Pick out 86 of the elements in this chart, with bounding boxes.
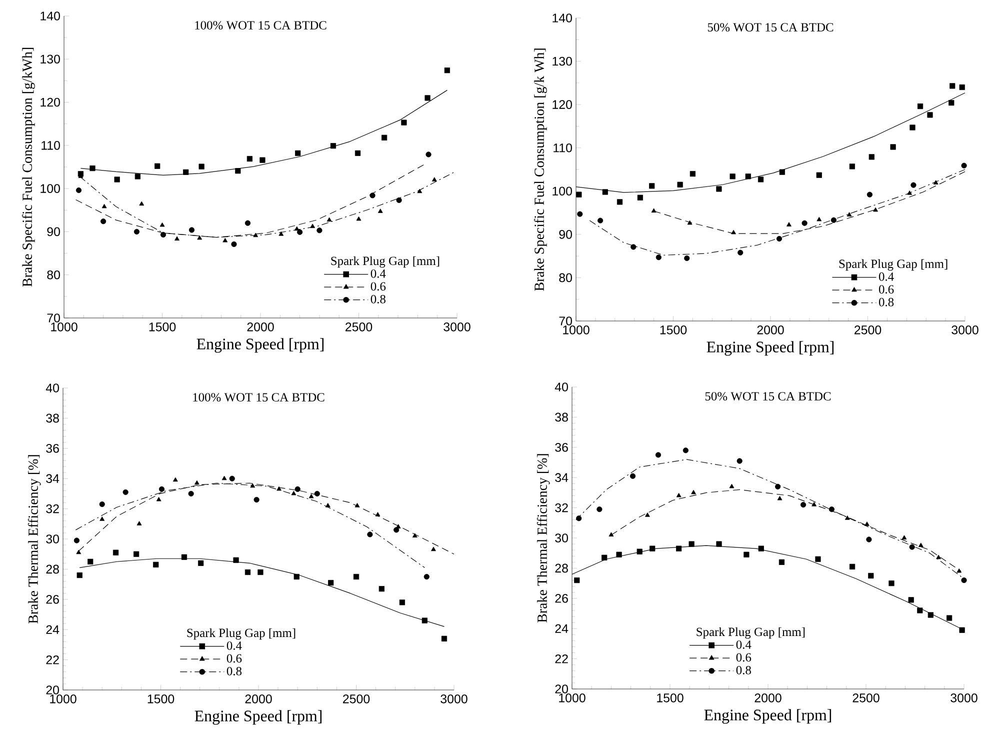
x-axis-title: Engine Speed [rpm] [194, 710, 322, 725]
x-tick-label: 1000 [51, 322, 78, 332]
legend-label: 0.4 [226, 641, 242, 650]
y-tick-label: 22 [46, 655, 59, 664]
legend-label: 0.8 [878, 298, 894, 306]
y-tick-label: 34 [46, 474, 60, 483]
chart-title: 100% WOT 15 CA BTDC [193, 393, 324, 402]
y-tick-label: 32 [46, 504, 59, 514]
x-tick-label: 1500 [660, 326, 687, 334]
y-tick-label: 38 [555, 412, 568, 422]
legend-label: 0.4 [736, 640, 752, 649]
y-tick-label: 36 [46, 444, 59, 453]
y-tick-label: 80 [559, 273, 572, 282]
legend-title: Spark Plug Gap [mm] [839, 259, 948, 271]
y-tick-label: 120 [552, 100, 572, 109]
y-tick-label: 40 [554, 382, 568, 392]
y-tick-label: 100 [552, 186, 572, 196]
legend-title: Spark Plug Gap [mm] [696, 627, 805, 639]
x-tick-label: 3000 [444, 322, 470, 332]
legend-label: 0.6 [226, 654, 242, 663]
x-tick-label: 2000 [245, 694, 272, 704]
chart-title: 100% WOT 15 CA BTDC [195, 21, 326, 30]
y-tick-label: 70 [47, 314, 60, 322]
y-tick-label: 140 [40, 12, 60, 20]
x-tick-label: 2000 [757, 326, 784, 334]
legend-label: 0.6 [878, 285, 894, 294]
legend-label: 0.4 [370, 269, 386, 278]
y-tick-label: 70 [559, 316, 572, 326]
y-tick-label: 110 [42, 141, 60, 150]
y-tick-label: 24 [555, 624, 568, 633]
y-tick-label: 40 [46, 384, 59, 392]
legend-title: Spark Plug Gap [mm] [187, 628, 296, 640]
y-tick-label: 80 [47, 270, 60, 280]
x-axis-title: Engine Speed [rpm] [706, 341, 834, 356]
y-tick-label: 140 [552, 14, 572, 22]
y-axis-title: Brake Thermal Efficiency [%] [28, 455, 41, 624]
y-tick-label: 26 [46, 594, 59, 604]
y-tick-label: 110 [554, 143, 572, 152]
y-tick-label: 28 [555, 564, 568, 573]
y-tick-label: 38 [46, 414, 59, 423]
y-tick-label: 36 [555, 442, 568, 452]
x-axis-title: Engine Speed [rpm] [196, 338, 324, 353]
y-tick-label: 20 [46, 686, 59, 694]
x-tick-label: 2000 [754, 694, 782, 702]
x-tick-label: 2500 [343, 694, 370, 704]
legend-label: 0.8 [226, 666, 242, 676]
x-tick-label: 1500 [148, 694, 174, 704]
y-tick-label: 24 [46, 625, 60, 634]
y-tick-label: 28 [46, 564, 59, 574]
y-tick-label: 130 [40, 54, 60, 64]
y-tick-label: 34 [555, 473, 568, 482]
legend-label: 0.8 [736, 666, 751, 674]
x-tick-label: 2500 [854, 326, 882, 334]
x-tick-label: 2500 [346, 322, 372, 332]
x-tick-label: 1000 [559, 694, 586, 702]
legend-label: 0.8 [370, 294, 386, 304]
y-axis-title: Brake Thermal Efficiency [%] [536, 454, 550, 622]
y-tick-label: 120 [40, 98, 60, 107]
x-tick-label: 3000 [952, 326, 978, 334]
legend-label: 0.4 [878, 272, 894, 281]
y-tick-label: 26 [555, 594, 568, 603]
x-tick-label: 2500 [852, 694, 880, 702]
y-tick-label: 90 [47, 227, 60, 236]
y-tick-label: 130 [552, 56, 572, 66]
x-tick-label: 3000 [950, 694, 978, 702]
x-tick-label: 2000 [247, 322, 274, 332]
legend-label: 0.6 [370, 282, 386, 291]
x-tick-label: 1500 [149, 322, 176, 332]
y-axis-title: Brake Specific Fuel Consumption [g/kWh] [22, 48, 35, 287]
y-tick-label: 22 [555, 654, 568, 664]
x-tick-label: 3000 [440, 694, 468, 704]
legend-title: Spark Plug Gap [mm] [331, 256, 440, 268]
y-tick-label: 20 [555, 684, 568, 694]
x-axis-title: Engine Speed [rpm] [704, 709, 832, 724]
y-tick-label: 32 [555, 503, 568, 512]
x-tick-label: 1500 [657, 694, 684, 702]
chart-title: 50% WOT 15 CA BTDC [705, 392, 831, 401]
x-tick-label: 1000 [50, 694, 76, 704]
y-axis-title: Brake Specific Fuel Consumption [g/k Wh] [534, 48, 547, 291]
y-tick-label: 90 [559, 230, 572, 239]
x-tick-label: 1000 [563, 326, 590, 334]
y-tick-label: 30 [555, 534, 568, 542]
y-tick-label: 30 [46, 534, 59, 544]
legend-label: 0.6 [736, 653, 752, 662]
chart-title: 50% WOT 15 CA BTDC [708, 23, 834, 32]
y-tick-label: 100 [40, 184, 60, 193]
